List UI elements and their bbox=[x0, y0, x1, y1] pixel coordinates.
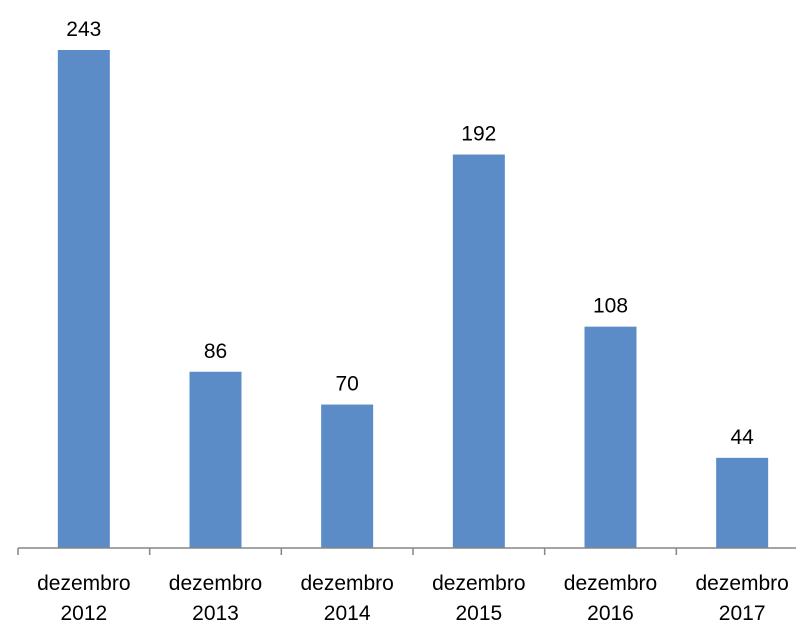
x-tick-label-line: 2016 bbox=[587, 602, 634, 625]
bar-dezembro-2013 bbox=[189, 371, 242, 548]
data-label-5: 44 bbox=[730, 426, 754, 449]
x-axis bbox=[17, 547, 796, 555]
x-tick-label-3: dezembro 2015 bbox=[432, 572, 525, 625]
data-label-4: 108 bbox=[593, 295, 628, 318]
bar-dezembro-2014 bbox=[321, 404, 374, 548]
x-tick-label-5: dezembro 2017 bbox=[695, 572, 788, 625]
data-label-2: 70 bbox=[335, 373, 358, 396]
data-label-3: 192 bbox=[461, 123, 496, 146]
x-tick-label-line: dezembro bbox=[37, 572, 130, 595]
x-tick-label-4: dezembro 2016 bbox=[564, 572, 657, 625]
bar-dezembro-2016 bbox=[584, 326, 637, 548]
x-tick-label-line: dezembro bbox=[300, 572, 393, 595]
x-tick-label-line: 2017 bbox=[719, 602, 766, 625]
data-label-1: 86 bbox=[204, 340, 227, 363]
x-tick-label-0: dezembro 2012 bbox=[37, 572, 130, 625]
x-tick-label-line: dezembro bbox=[432, 572, 525, 595]
x-tick-label-line: 2013 bbox=[192, 602, 239, 625]
x-tick-label-2: dezembro 2014 bbox=[300, 572, 393, 625]
x-tick-label-line: dezembro bbox=[169, 572, 262, 595]
bar-dezembro-2012 bbox=[57, 50, 110, 548]
bar-dezembro-2015 bbox=[452, 154, 505, 548]
data-labels: 243 86 70 192 108 44 bbox=[66, 18, 754, 449]
x-tick-label-line: 2015 bbox=[455, 602, 502, 625]
x-tick-label-line: dezembro bbox=[695, 572, 788, 595]
x-tick-label-1: dezembro 2013 bbox=[169, 572, 262, 625]
bars bbox=[57, 50, 769, 548]
x-tick-label-line: 2012 bbox=[60, 602, 107, 625]
data-label-0: 243 bbox=[66, 18, 101, 41]
x-tick-label-line: dezembro bbox=[564, 572, 657, 595]
x-tick-label-line: 2014 bbox=[324, 602, 371, 625]
bar-dezembro-2017 bbox=[716, 457, 769, 548]
